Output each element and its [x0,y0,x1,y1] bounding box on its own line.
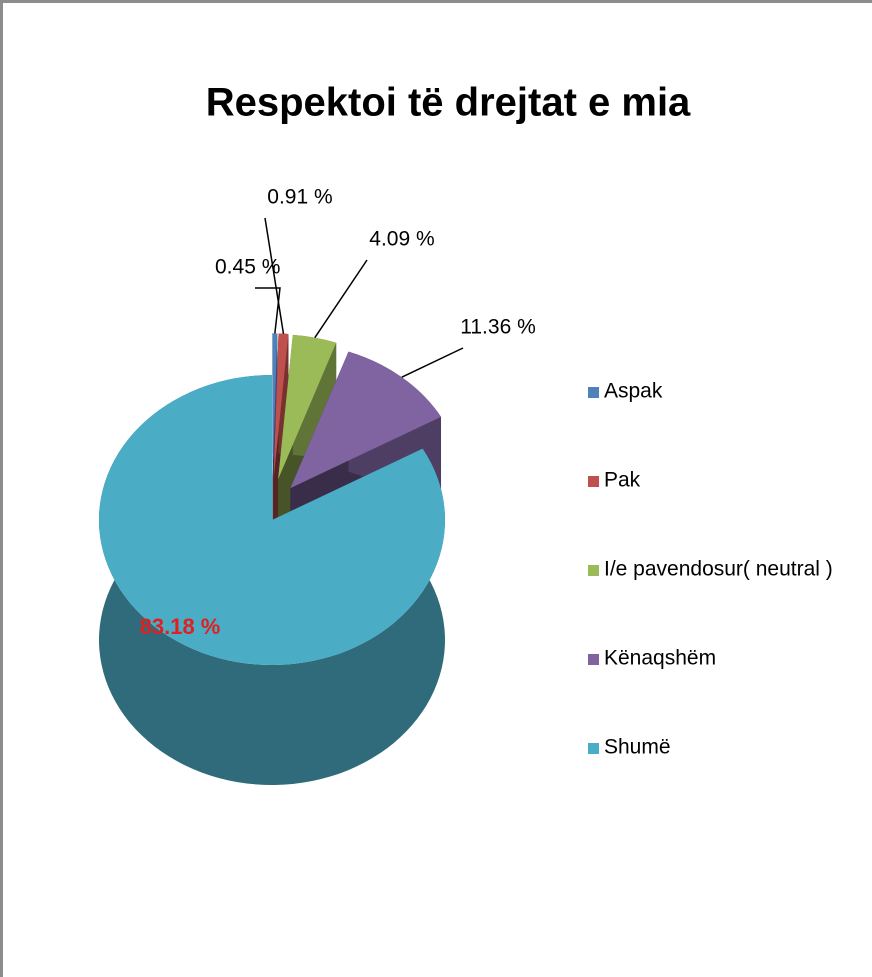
slice [272,333,278,479]
leader-line [401,347,464,378]
leader-line [314,259,368,339]
value-label: 11.36 % [460,316,536,339]
legend-label: I/e pavendosur( neutral ) [604,558,833,581]
leader-line [255,287,281,334]
slice [273,333,289,479]
value-label: 0.45 % [215,256,280,279]
value-label: 0.91 % [267,186,332,209]
legend-swatch [588,743,599,754]
value-label: 4.09 % [369,228,434,251]
legend-label: Shumë [604,736,671,759]
legend-label: Aspak [604,380,663,403]
slice [278,334,337,480]
leader-line [264,217,285,334]
legend-label: Pak [604,469,641,492]
slice [98,375,445,665]
legend-swatch [588,565,599,576]
legend-swatch [588,654,599,665]
slice [290,351,442,489]
value-label: 83.18 % [140,614,221,639]
legend-swatch [588,476,599,487]
chart-title: Respektoi të drejtat e mia [206,81,691,125]
legend-label: Kënaqshëm [604,647,716,670]
pie-slice [98,375,445,785]
legend-swatch [588,387,599,398]
